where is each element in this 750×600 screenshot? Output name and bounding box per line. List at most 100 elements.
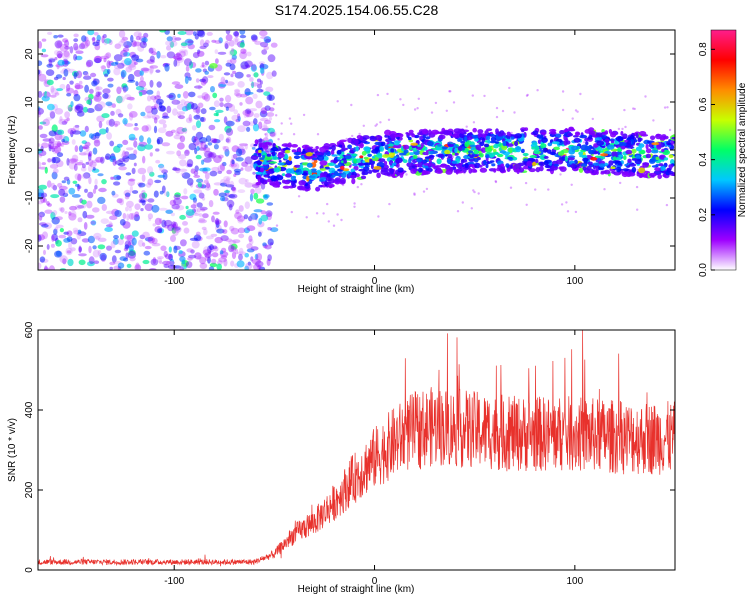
spectrogram-cell <box>77 217 83 223</box>
spectrogram-cell <box>540 132 547 135</box>
spectrogram-cell <box>116 95 125 103</box>
spectrogram-cell <box>38 69 41 75</box>
spectrogram-cell <box>188 254 197 259</box>
spectrogram-cell <box>50 182 56 189</box>
spectrogram-cell <box>175 131 180 136</box>
spectrogram-cell <box>363 146 371 152</box>
spectrogram-cell <box>46 180 52 188</box>
spectrogram-cell <box>111 103 117 108</box>
spectrogram-cell <box>195 68 202 73</box>
spectrogram-cell <box>183 127 188 134</box>
spectrogram-cell <box>166 260 174 268</box>
spectrogram-cell <box>473 149 480 155</box>
spectrogram-cell <box>397 167 404 173</box>
spectrogram-cell <box>211 252 219 258</box>
spectrogram-cell <box>51 124 58 133</box>
spectrogram-cell <box>427 140 434 147</box>
spectrogram-cell <box>648 172 657 177</box>
spectrogram-cell <box>204 183 212 191</box>
spectrogram-cell <box>235 209 240 214</box>
spectrogram-cell <box>81 140 88 145</box>
spectrogram-cell <box>228 50 235 56</box>
spectrogram-cell <box>92 245 97 250</box>
spectrogram-cell <box>164 63 170 72</box>
spectrogram-cell <box>603 169 611 175</box>
spectrogram-cell <box>269 131 276 137</box>
spectrogram-cell <box>239 42 245 48</box>
spectrogram-cell <box>44 166 48 174</box>
spectrogram-cell <box>122 86 127 93</box>
spectrogram-cell <box>47 203 52 207</box>
spectrogram-cell <box>452 101 456 104</box>
spectrogram-cell <box>220 235 229 242</box>
spectrogram-cell <box>152 257 157 264</box>
spectrogram-cell <box>117 162 126 167</box>
spectrogram-cell <box>92 41 100 47</box>
spectrogram-cell <box>74 46 81 51</box>
spectrogram-cell <box>481 137 485 144</box>
spectrogram-cell <box>157 174 166 178</box>
spectrogram-cell <box>208 200 214 208</box>
spectrogram-cell <box>253 263 261 270</box>
spectrogram-cell <box>386 92 389 96</box>
spectrogram-cell <box>259 67 265 74</box>
spectrogram-cell <box>104 53 110 60</box>
spectrogram-cell <box>265 170 272 174</box>
spectrogram-cell <box>214 40 222 44</box>
spectrogram-cell <box>101 65 106 72</box>
spectrogram-cell <box>505 163 510 169</box>
spectrogram-cell <box>510 165 514 169</box>
spectrogram-cell <box>412 154 418 159</box>
spectrogram-cell <box>176 104 185 110</box>
spectrogram-cell <box>207 151 217 159</box>
spectrogram-cell <box>376 172 381 179</box>
spectrogram-cell <box>74 204 82 210</box>
spectrogram-cell <box>120 153 128 159</box>
spectrogram-cell <box>120 233 124 240</box>
spectrogram-cell <box>140 208 144 212</box>
spectrogram-cell <box>108 39 113 46</box>
spectrogram-cell <box>199 45 207 50</box>
spectrogram-cell <box>139 193 146 200</box>
spectrogram-cell <box>180 239 187 247</box>
spectrogram-cell <box>174 37 182 41</box>
colorbar-gradient <box>710 29 737 271</box>
spectrogram-cell <box>78 246 83 253</box>
spectrogram-cell <box>146 89 154 95</box>
spectrogram-cell <box>154 179 162 184</box>
spectrogram-cell <box>125 252 129 260</box>
spectrogram-cell <box>178 266 184 270</box>
spectrogram-cell <box>358 168 366 172</box>
spectrogram-cell <box>205 180 210 189</box>
spectrogram-cell <box>185 117 193 124</box>
spectrogram-cell <box>155 69 161 73</box>
spectrogram-cell <box>70 129 74 138</box>
spectrogram-cell <box>603 188 606 191</box>
spectrogram-cell <box>165 40 172 46</box>
spectrogram-cell <box>264 133 267 136</box>
spectrogram-cell <box>187 257 193 261</box>
spectrogram-cell <box>193 170 199 176</box>
spectrogram-cell <box>322 212 325 215</box>
spectrogram-cell <box>185 209 195 216</box>
spectrogram-cell <box>330 149 335 156</box>
spectrogram-cell <box>345 137 348 141</box>
spectrogram-cell <box>55 224 64 229</box>
spectrogram-cell <box>547 142 553 147</box>
spectrogram-cell <box>111 190 116 196</box>
spectrogram-cell <box>88 245 92 254</box>
spectrogram-cell <box>177 93 181 98</box>
spectrogram-cell <box>181 127 187 132</box>
spectrogram-cell <box>233 153 238 160</box>
spectrogram-cell <box>199 256 207 265</box>
spectrogram-cell <box>229 225 235 232</box>
spectrogram-cell <box>88 93 94 100</box>
spectrogram-cell <box>200 141 207 150</box>
spectrogram-cell <box>571 117 574 120</box>
spectrogram-x-ticks: -100 0 100 <box>164 30 584 287</box>
spectrogram-cell <box>208 152 215 158</box>
spectrogram-cell <box>110 176 114 180</box>
spectrogram-cell <box>199 167 208 172</box>
spectrogram-cell <box>499 166 506 173</box>
spectrogram-cell <box>253 72 259 78</box>
